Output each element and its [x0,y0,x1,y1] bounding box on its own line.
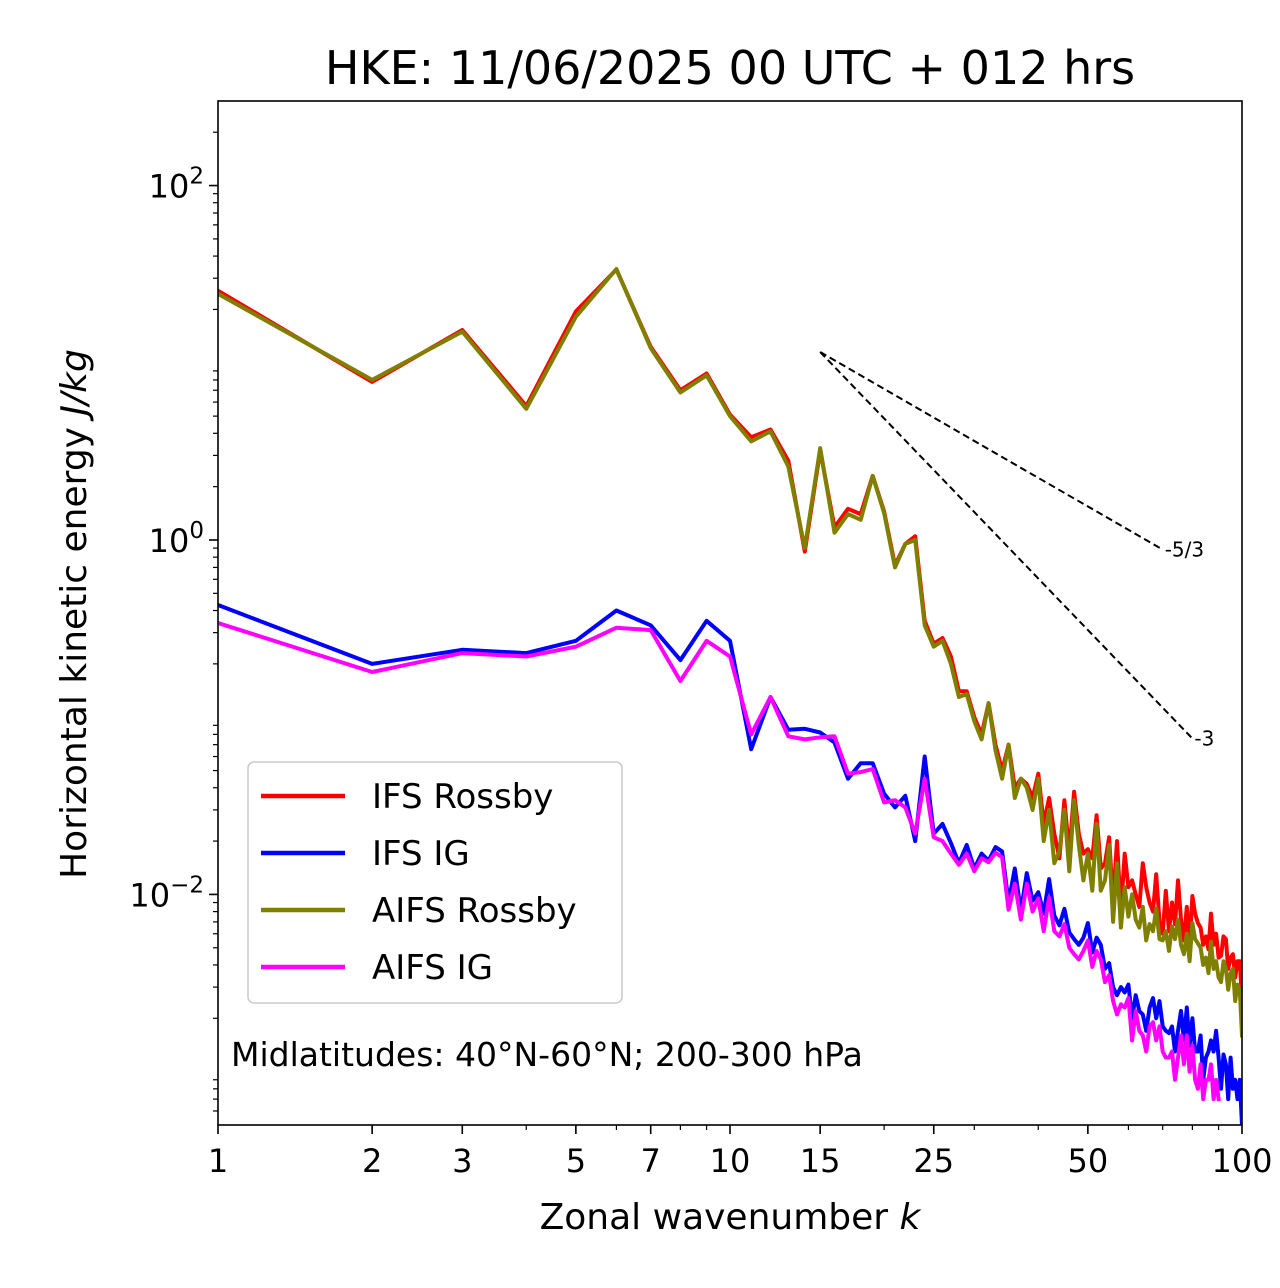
legend-label: AIFS IG [372,948,493,988]
x-tick-label: 2 [362,1142,382,1180]
series-line-aifs-rossby [218,267,1242,1038]
legend-label: IFS Rossby [372,777,553,817]
x-tick-label: 100 [1211,1142,1272,1180]
legend-box [247,761,623,1004]
x-tick-label: 10 [710,1142,751,1180]
x-tick-label: 15 [800,1142,841,1180]
y-tick-label: 10−2 [129,872,204,914]
slope-label: -5/3 [1165,538,1204,562]
y-tick-labels: 102 100 10−2 [129,164,204,915]
legend: IFS Rossby IFS IG AIFS Rossby AIFS IG [247,761,623,1004]
y-tick-label: 100 [149,518,204,560]
x-tick-label: 1 [208,1142,228,1180]
x-tick-label: 5 [566,1142,586,1180]
legend-label: AIFS Rossby [372,891,577,931]
major-ticks [209,184,1243,1134]
x-tick-label: 25 [913,1142,954,1180]
reference-slopes: -5/3 -3 [819,351,1214,751]
x-tick-label: 3 [452,1142,472,1180]
slope-label: -3 [1194,727,1214,751]
series-line-aifs-ig [218,620,1221,1102]
x-axis-label: Zonal wavenumber k [540,1197,923,1238]
series-line-ifs-rossby [218,267,1242,1004]
chart-title: HKE: 11/06/2025 00 UTC + 012 hrs [325,41,1135,95]
x-tick-label: 7 [641,1142,661,1180]
region-annotation: Midlatitudes: 40°N-60°N; 200-300 hPa [231,1035,863,1074]
plot-frame [217,100,1243,1126]
legend-label: IFS IG [372,834,470,874]
y-tick-label: 102 [149,164,204,206]
series-layer [218,267,1242,1125]
x-tick-labels: 1 2 3 5 7 10 15 25 50 100 [208,1142,1273,1180]
x-tick-label: 50 [1068,1142,1109,1180]
slope-line [819,351,1194,740]
y-axis-label: Horizontal kinetic energy J/kg [54,349,95,879]
